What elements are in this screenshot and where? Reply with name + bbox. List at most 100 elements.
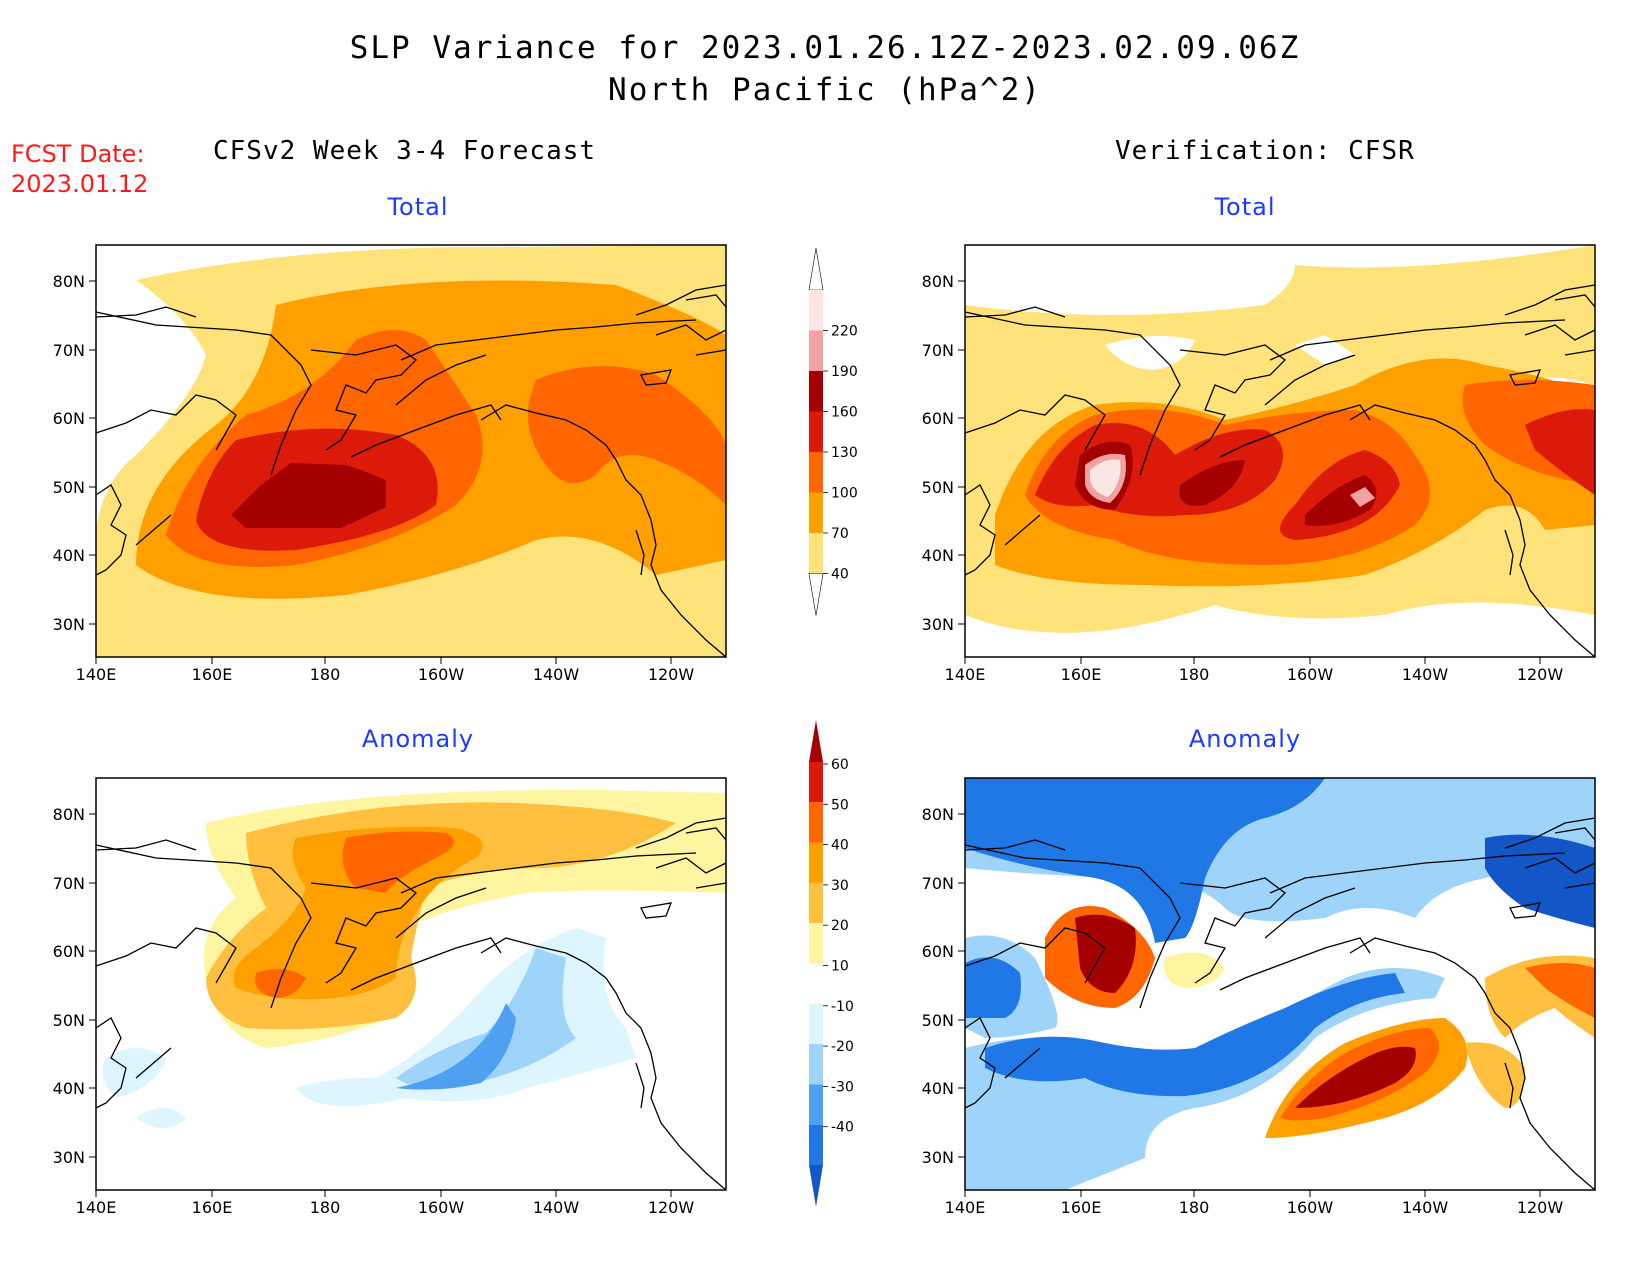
contour-field: [96, 778, 726, 1190]
lon-tick-label: 160E: [1061, 665, 1102, 684]
colorbar-swatch: [809, 411, 823, 452]
lon-tick-label: 160E: [192, 1198, 233, 1217]
colorbar-swatch: [809, 290, 823, 331]
lon-tick-label: 160E: [1061, 1198, 1102, 1217]
lon-tick-label: 140E: [945, 1198, 986, 1217]
lat-tick-label: 70N: [53, 341, 85, 360]
lat-tick-label: 70N: [53, 874, 85, 893]
lat-tick-label: 60N: [53, 942, 85, 961]
lon-tick-label: 180: [1179, 1198, 1210, 1217]
lon-tick-label: 180: [310, 1198, 341, 1217]
colorbar-swatch: [809, 802, 823, 843]
column-title-verification: Verification: CFSR: [1115, 136, 1415, 166]
lon-tick-label: 140W: [533, 1198, 580, 1217]
colorbar-top-arrow: [809, 720, 823, 762]
colorbar-label: 220: [831, 324, 858, 340]
colorbar-swatch: [809, 963, 823, 1004]
colorbar-swatch: [809, 842, 823, 883]
colorbar-label: 60: [831, 757, 849, 773]
main-title: SLP Variance for 2023.01.26.12Z-2023.02.…: [349, 30, 1301, 66]
lon-tick-label: 160W: [418, 665, 465, 684]
lon-tick-label: 140W: [1402, 665, 1449, 684]
lon-tick-label: 140W: [533, 665, 580, 684]
colorbar-label: 70: [831, 526, 849, 542]
lon-tick-label: 120W: [1517, 665, 1564, 684]
lat-tick-label: 40N: [53, 1079, 85, 1098]
lon-tick-label: 180: [1179, 665, 1210, 684]
colorbar-label: 160: [831, 405, 858, 421]
lat-tick-label: 50N: [922, 478, 954, 497]
lat-tick-label: 30N: [53, 615, 85, 634]
colorbar-swatch: [809, 762, 823, 803]
lat-tick-label: 50N: [53, 1011, 85, 1030]
colorbar-label: 30: [831, 878, 849, 894]
colorbar-swatch: [809, 882, 823, 924]
colorbar-label: 130: [831, 445, 858, 461]
lon-tick-label: 140E: [76, 1198, 117, 1217]
colorbar-swatch: [809, 371, 823, 412]
lon-tick-label: 140E: [76, 665, 117, 684]
colorbar-label: -20: [831, 1039, 854, 1055]
lat-tick-label: 80N: [53, 272, 85, 291]
colorbar-swatch: [809, 1044, 823, 1085]
lon-tick-label: 180: [310, 665, 341, 684]
contour-field: [965, 245, 1595, 633]
lon-tick-label: 160W: [418, 1198, 465, 1217]
colorbar-anomaly: 60 50 40 30 20 10 -10 -20 -30 -40: [809, 720, 854, 1207]
panel-subtitle-cfsr-anomaly: Anomaly: [1188, 725, 1302, 753]
main-subtitle: North Pacific (hPa^2): [608, 72, 1042, 108]
map-panel-fcst-anomaly: [95, 777, 727, 1191]
lon-tick-label: 160E: [192, 665, 233, 684]
fcst-date-value: 2023.01.12: [11, 170, 149, 198]
lat-tick-label: 30N: [922, 1148, 954, 1167]
colorbar-swatch: [809, 1124, 823, 1165]
colorbar-swatch: [809, 923, 823, 964]
colorbar-label: 190: [831, 364, 858, 380]
colorbar-label: 100: [831, 486, 858, 502]
lat-tick-label: 40N: [922, 1079, 954, 1098]
colorbar-label: 10: [831, 959, 849, 975]
lat-tick-label: 70N: [922, 341, 954, 360]
lat-tick-label: 50N: [922, 1011, 954, 1030]
lat-tick-label: 80N: [922, 805, 954, 824]
lat-tick-label: 30N: [922, 615, 954, 634]
column-title-forecast: CFSv2 Week 3-4 Forecast: [213, 136, 597, 166]
lat-tick-label: 70N: [922, 874, 954, 893]
lon-tick-label: 160W: [1287, 665, 1334, 684]
lon-tick-label: 140W: [1402, 1198, 1449, 1217]
lon-tick-label: 120W: [648, 1198, 695, 1217]
lat-tick-label: 60N: [922, 409, 954, 428]
lon-tick-label: 160W: [1287, 1198, 1334, 1217]
fcst-date-label: FCST Date:: [11, 140, 145, 168]
map-panel-cfsr-anomaly: [964, 777, 1596, 1191]
colorbar-bottom-arrow: [808, 573, 824, 616]
lat-tick-label: 30N: [53, 1148, 85, 1167]
colorbar-swatch: [809, 1084, 823, 1125]
lat-tick-label: 40N: [922, 546, 954, 565]
lat-tick-label: 80N: [53, 805, 85, 824]
colorbar-swatch: [809, 1003, 823, 1045]
contour-field: [96, 245, 726, 657]
colorbar-label: 50: [831, 797, 849, 813]
lat-tick-label: 60N: [53, 409, 85, 428]
colorbar-label: 40: [831, 567, 849, 583]
colorbar-swatch: [809, 533, 823, 574]
colorbar-top-arrow: [808, 247, 824, 291]
colorbar-swatch: [809, 492, 823, 533]
panel-subtitle-fcst-total: Total: [387, 193, 449, 221]
map-panel-fcst-total: [95, 244, 727, 658]
colorbar-swatch: [809, 330, 823, 371]
lon-tick-label: 140E: [945, 665, 986, 684]
colorbar-label: -30: [831, 1079, 854, 1095]
lat-tick-label: 50N: [53, 478, 85, 497]
colorbar-bottom-arrow: [809, 1165, 823, 1207]
lon-tick-label: 120W: [648, 665, 695, 684]
colorbar-label: 20: [831, 918, 849, 934]
colorbar-label: 40: [831, 838, 849, 854]
lat-tick-label: 40N: [53, 546, 85, 565]
lon-tick-label: 120W: [1517, 1198, 1564, 1217]
panel-subtitle-fcst-anomaly: Anomaly: [361, 725, 475, 753]
colorbar-label: -10: [831, 999, 854, 1015]
colorbar-label: -40: [831, 1120, 854, 1136]
